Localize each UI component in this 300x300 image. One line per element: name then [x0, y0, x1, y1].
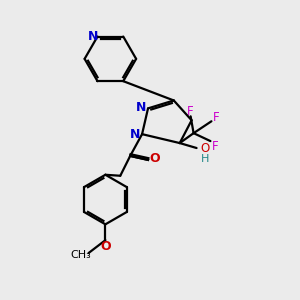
Text: F: F — [187, 105, 194, 118]
Text: O: O — [150, 152, 160, 165]
Text: H: H — [201, 154, 210, 164]
Text: N: N — [88, 30, 99, 43]
Text: CH₃: CH₃ — [70, 250, 91, 260]
Text: F: F — [212, 140, 219, 152]
Text: N: N — [136, 101, 146, 114]
Text: O: O — [201, 142, 210, 154]
Text: N: N — [130, 128, 140, 141]
Text: O: O — [100, 240, 111, 253]
Text: F: F — [213, 111, 220, 124]
